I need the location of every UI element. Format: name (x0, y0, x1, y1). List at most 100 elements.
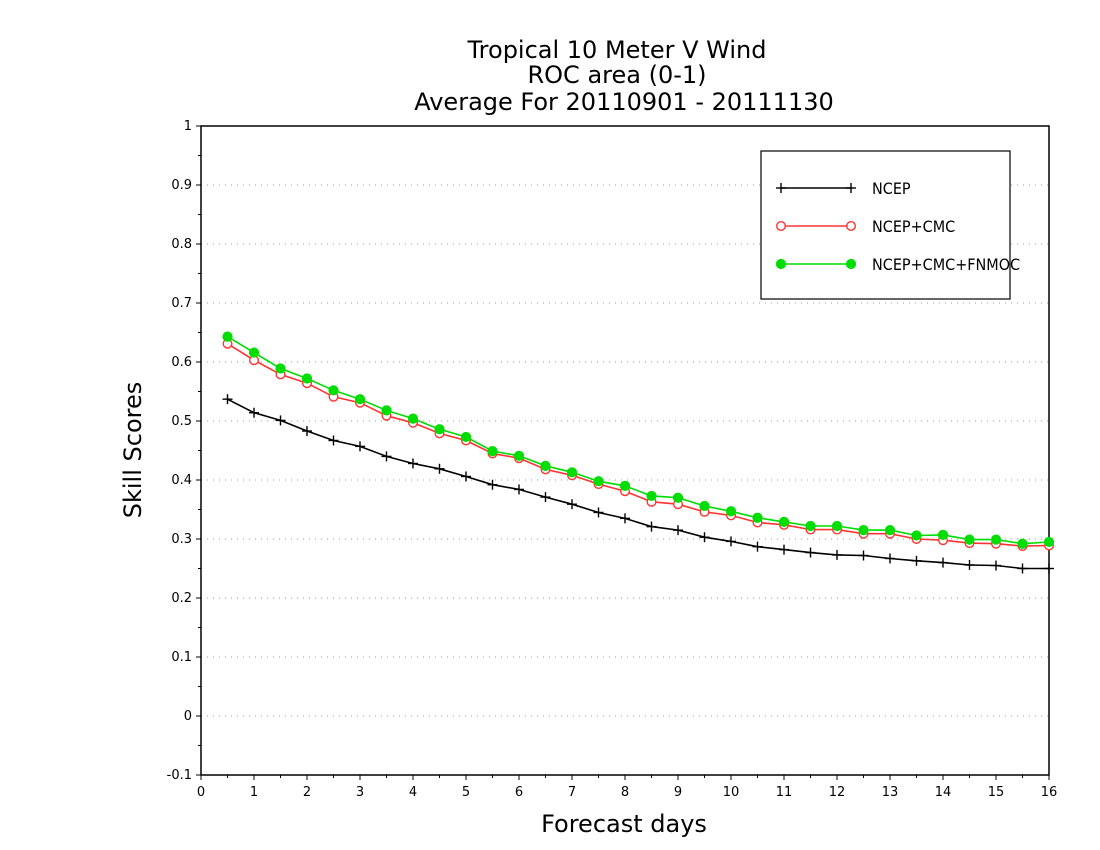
data-point (354, 394, 366, 405)
data-point (991, 560, 1001, 571)
data-point (275, 363, 286, 374)
data-point (566, 467, 578, 478)
data-point (355, 441, 365, 452)
legend-marker (846, 220, 857, 231)
data-point (884, 525, 896, 536)
legend-label: NCEP (872, 179, 911, 198)
x-axis-label: Forecast days (541, 810, 707, 838)
data-point (831, 520, 843, 532)
series-ncep-cmc-fnmoc (222, 331, 1055, 549)
legend-item: NCEP (776, 179, 911, 198)
data-point (1017, 563, 1028, 574)
legend: NCEP NCEP+CMC NCEP+CMC+FNMOC (760, 150, 1020, 300)
data-point (434, 424, 445, 435)
data-point (725, 506, 737, 517)
data-point (408, 458, 418, 469)
data-point (938, 557, 948, 568)
y-tick-label: 0.5 (171, 414, 192, 429)
legend-box (760, 150, 1011, 300)
legend-marker (846, 183, 856, 193)
data-point (381, 405, 392, 416)
data-point (248, 347, 260, 358)
y-tick-label: 0.1 (171, 650, 192, 665)
y-tick-label: 0.2 (171, 591, 192, 606)
series-layer (222, 331, 1055, 574)
y-tick-label: 0.8 (171, 237, 192, 252)
data-point (619, 480, 631, 491)
x-tick-label: 16 (1041, 785, 1058, 800)
data-point (832, 549, 842, 560)
series-ncep-cmc (222, 338, 1054, 552)
x-axis-ticks: 0 1 2 3 4 5 6 7 8 9 10 11 12 13 14 15 16 (197, 775, 1057, 800)
x-tick-label: 0 (197, 785, 205, 800)
data-point (805, 520, 816, 532)
data-point (540, 492, 551, 503)
legend-marker (776, 220, 787, 231)
y-tick-label: 0.6 (171, 355, 192, 370)
legend-label: NCEP+CMC+FNMOC (872, 255, 1020, 274)
data-point (513, 450, 525, 461)
legend-item: NCEP+CMC (776, 217, 955, 236)
y-tick-label: 0 (184, 709, 192, 724)
y-axis-label: Skill Scores (119, 382, 147, 519)
chart-title: Tropical 10 Meter V Wind ROC area (0-1) … (414, 36, 834, 116)
x-tick-label: 8 (621, 785, 629, 800)
x-tick-label: 11 (776, 785, 793, 800)
data-point (858, 525, 869, 536)
x-tick-label: 2 (303, 785, 311, 800)
legend-item: NCEP+CMC+FNMOC (775, 255, 1020, 274)
data-point (249, 407, 259, 418)
data-point (858, 550, 869, 561)
data-point (1044, 563, 1054, 574)
x-tick-label: 3 (356, 785, 364, 800)
title-line-1: Tropical 10 Meter V Wind (467, 36, 767, 64)
series-line (227, 335, 1050, 545)
data-point (540, 460, 551, 471)
data-point (805, 547, 816, 558)
data-point (673, 525, 683, 536)
legend-marker (776, 183, 786, 193)
data-point (593, 507, 604, 518)
data-point (726, 536, 736, 547)
data-point (222, 394, 233, 405)
data-point (407, 413, 419, 424)
data-point (487, 445, 498, 457)
data-point (937, 529, 949, 540)
data-point (964, 559, 975, 570)
data-point (911, 530, 922, 541)
x-tick-label: 7 (568, 785, 576, 800)
series-ncep (222, 394, 1054, 574)
data-point (1017, 538, 1028, 549)
data-point (222, 331, 233, 342)
y-tick-label: 0.4 (171, 473, 192, 488)
data-point (990, 534, 1002, 545)
x-tick-label: 14 (935, 785, 952, 800)
y-tick-label: 1 (184, 119, 192, 134)
data-point (460, 431, 472, 443)
data-point (885, 553, 895, 564)
x-tick-label: 1 (250, 785, 258, 800)
x-tick-label: 6 (515, 785, 523, 800)
data-point (461, 471, 471, 482)
data-point (778, 516, 790, 527)
data-point (646, 490, 657, 502)
data-point (911, 555, 922, 566)
y-tick-label: 0.3 (171, 532, 192, 547)
x-tick-label: 4 (409, 785, 417, 800)
data-point (434, 463, 445, 474)
x-tick-label: 13 (882, 785, 899, 800)
data-point (593, 476, 604, 487)
legend-marker (845, 258, 857, 270)
data-point (301, 373, 313, 384)
title-line-2: ROC area (0-1) (527, 61, 706, 89)
data-point (646, 521, 657, 532)
data-point (964, 534, 975, 545)
data-point (567, 499, 577, 510)
x-tick-label: 9 (674, 785, 682, 800)
data-point (1043, 536, 1055, 548)
data-point (328, 435, 339, 446)
data-point (672, 492, 684, 503)
series-line (227, 398, 1049, 570)
data-point (752, 512, 763, 523)
data-point (699, 500, 710, 512)
